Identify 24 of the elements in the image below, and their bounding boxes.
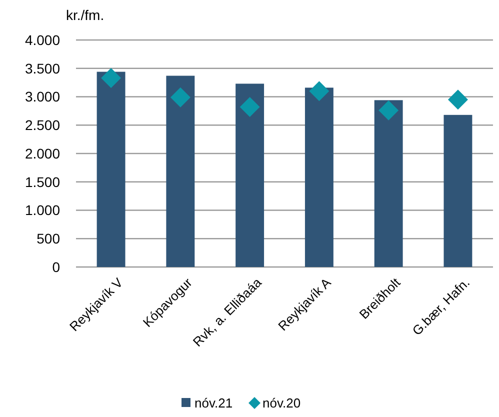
y-tick-label: 500 [36,230,60,247]
y-tick-label: 2.500 [24,117,60,134]
point [240,96,260,117]
point [170,87,190,108]
point [448,90,468,110]
bar [374,100,403,267]
point [378,100,399,120]
y-tick-label: 3.500 [24,60,60,76]
bar [236,84,264,267]
point [101,68,122,88]
y-tick-label: 3.000 [24,88,60,105]
legend-label: nóv.21 [194,396,233,411]
y-axis-title: kr./fm. [66,7,104,23]
y-tick-label: 1.500 [24,174,60,190]
y-tick-label: 4.000 [24,32,60,48]
y-tick-label: 2.000 [24,145,60,162]
bar [96,72,126,267]
y-tick-label: 1.000 [24,202,60,218]
point [309,81,330,102]
bar [304,88,334,267]
legend-label: nóv.20 [262,396,301,411]
bar [444,114,472,267]
bar [166,76,195,267]
y-tick-label: 0 [52,258,60,275]
